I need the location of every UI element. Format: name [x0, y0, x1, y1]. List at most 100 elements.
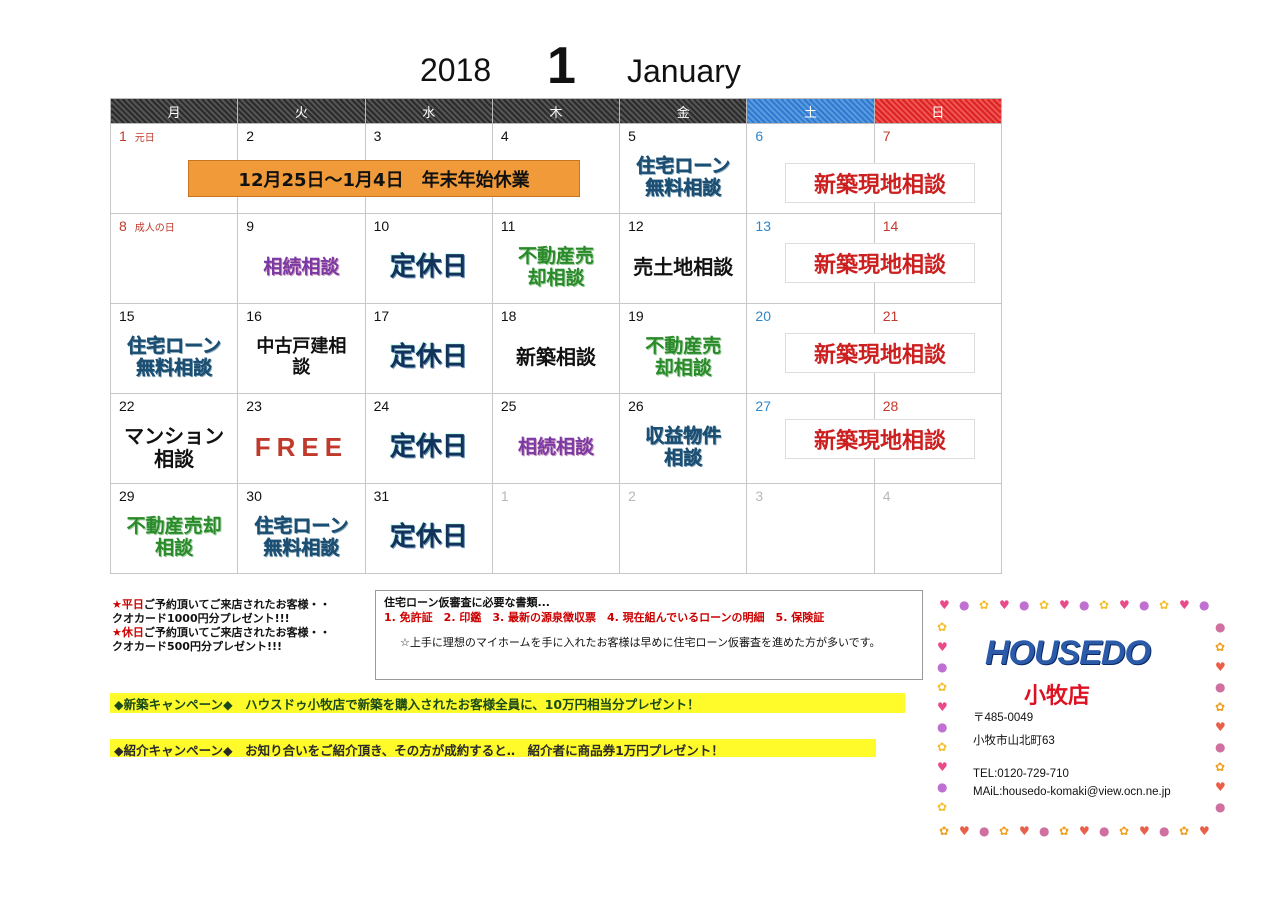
present-text: クオカード500円分プレゼント!!!	[112, 640, 283, 653]
weekend-event-label: 新築現地相談	[785, 333, 975, 373]
day-event: 住宅ローン 無料相談	[636, 154, 731, 199]
day-number-text: 6	[755, 128, 764, 144]
day-number: 1 元日	[119, 128, 155, 144]
decorative-border-icon: ♥	[1079, 824, 1090, 838]
decorative-border-icon: ♥	[939, 598, 950, 612]
day-number: 5	[628, 128, 636, 144]
weekday-fri: 金	[619, 98, 748, 124]
day-number-text: 30	[246, 488, 262, 504]
weekday-sat: 土	[746, 98, 875, 124]
decorative-border-icon: ♥	[1179, 598, 1190, 612]
day-number-text: 9	[246, 218, 255, 234]
day-number: 22	[119, 398, 135, 414]
calendar-week-row: 29 不動産売却 相談 30 住宅ローン 無料相談 31 定休日 1 2 3 4	[109, 483, 1003, 574]
day-event: 住宅ローン 無料相談	[127, 334, 222, 379]
calendar-day-cell: 5 住宅ローン 無料相談	[619, 123, 748, 214]
decorative-border-icon: ✿	[939, 824, 950, 838]
day-event: 中古戸建相 談	[256, 335, 347, 378]
weekday-wed: 水	[364, 98, 493, 124]
day-number-text: 21	[882, 308, 899, 324]
calendar-day-cell: 26 収益物件 相談	[619, 393, 748, 484]
calendar-week-row: 15 住宅ローン 無料相談 16 中古戸建相 談 17 定休日 18 新築相談 19 不動産売 却…	[109, 303, 1003, 394]
day-number-text: 17	[373, 308, 390, 324]
day-number-text: 25	[500, 398, 517, 414]
day-number: 14	[883, 218, 899, 234]
day-event: 不動産売 却相談	[645, 334, 722, 379]
decorative-border-icon: ✿	[1215, 760, 1226, 774]
decorative-border-icon: ✿	[1119, 824, 1130, 838]
calendar-day-cell: 17 定休日	[364, 303, 493, 394]
decorative-border-icon: ●	[1215, 800, 1226, 814]
calendar-day-cell: 12 売土地相談	[619, 213, 748, 304]
day-number-text: 15	[119, 308, 135, 324]
day-number: 30	[246, 488, 262, 504]
decorative-border-icon: ♥	[1215, 660, 1226, 674]
calendar-day-cell: 1	[491, 483, 621, 574]
day-number: 2	[628, 488, 636, 504]
calendar-day-cell: 4	[873, 483, 1003, 574]
decorative-border-icon: ✿	[979, 598, 990, 612]
calendar-day-cell: 19 不動産売 却相談	[619, 303, 748, 394]
docs-items: 1. 免許証 2. 印鑑 3. 最新の源泉徴収票 4. 現在組んでいるローンの明…	[384, 611, 825, 624]
day-number-text: 2	[246, 128, 255, 144]
day-number-text: 11	[500, 218, 516, 234]
day-number-text: 27	[755, 398, 771, 414]
day-number: 9	[246, 218, 254, 234]
decorative-border-icon: ♥	[1119, 598, 1130, 612]
calendar-day-cell: 25 相続相談	[491, 393, 621, 484]
day-number-text: 22	[119, 398, 135, 414]
decorative-border-icon: ✿	[937, 620, 948, 634]
day-event: 相続相談	[263, 255, 340, 278]
decorative-border-icon: ♥	[937, 640, 948, 654]
decorative-border-icon: ♥	[1139, 824, 1150, 838]
calendar-day-cell: 2	[619, 483, 748, 574]
day-number-text: 24	[373, 398, 390, 414]
decorative-border-icon: ●	[1215, 620, 1226, 634]
day-number-text: 7	[882, 128, 891, 144]
decorative-border-icon: ✿	[1159, 598, 1170, 612]
weekend-event-label: 新築現地相談	[785, 163, 975, 203]
day-number: 27	[755, 398, 771, 414]
day-number: 7	[883, 128, 891, 144]
calendar-grid: 月 火 水 木 金 土 日 1 元日 2 3 4 5 住宅ローン 無料相談 6 7 8 成人の日 9 相…	[109, 98, 1003, 574]
shop-mail: MAiL:housedo-komaki@view.ocn.ne.jp	[973, 786, 1171, 798]
day-event: 定休日	[389, 251, 468, 282]
day-number: 2	[246, 128, 254, 144]
weekday-mon: 月	[109, 98, 239, 124]
calendar-day-cell: 22 マンション 相談	[109, 393, 239, 484]
day-number-text: 14	[882, 218, 899, 234]
present-text: クオカード1000円分プレゼント!!!	[112, 612, 290, 625]
day-number-text: 16	[246, 308, 262, 324]
day-number: 6	[755, 128, 763, 144]
holiday-name: 元日	[134, 133, 155, 144]
calendar-day-cell: 16 中古戸建相 談	[237, 303, 366, 394]
new-build-campaign: ◆新築キャンペーン◆ ハウスドゥ小牧店で新築を購入されたお客様全員に、10万円相…	[110, 693, 905, 713]
decorative-border-icon: ✿	[937, 800, 948, 814]
decorative-border-icon: ♥	[999, 598, 1010, 612]
holiday-name: 成人の日	[134, 223, 175, 234]
day-number: 17	[374, 308, 390, 324]
day-event: 定休日	[389, 431, 468, 462]
calendar-day-cell: 23 FREE	[237, 393, 366, 484]
decorative-border-icon: ●	[1159, 824, 1170, 838]
decorative-border-icon: ✿	[937, 680, 948, 694]
weekend-event-label: 新築現地相談	[785, 419, 975, 459]
shop-info-card: ♥ ✿ ● ♥ ✿ ● ♥ ✿ ● ♥ ✿ ● ♥ ✿ ● ♥ ✿ ● ♥ ✿ ● ♥ ✿ ● ♥ ✿ ● ♥ ✿ ● ♥ ✿ ● ♥ ✿ ● ♥ ✿ ● ♥…	[937, 598, 1227, 838]
day-number: 1	[501, 488, 509, 504]
day-number-text: 20	[755, 308, 771, 324]
day-event: 不動産売 却相談	[517, 244, 594, 289]
weekday-header-row: 月 火 水 木 金 土 日	[109, 98, 1003, 124]
day-event: 新築相談	[515, 345, 596, 369]
day-event: 収益物件 相談	[645, 424, 722, 469]
day-number: 23	[246, 398, 262, 414]
day-number-text: 2	[628, 488, 636, 504]
weekday-thu: 木	[491, 98, 621, 124]
day-number: 8 成人の日	[119, 218, 175, 234]
decorative-border-icon: ♥	[937, 700, 948, 714]
housedo-logo: HOUSEDO	[985, 634, 1151, 672]
day-number: 24	[374, 398, 390, 414]
day-number: 28	[883, 398, 899, 414]
docs-title: 住宅ローン仮審査に必要な書類...	[384, 596, 550, 609]
day-event: 相続相談	[517, 435, 594, 458]
calendar-day-cell: 24 定休日	[364, 393, 493, 484]
